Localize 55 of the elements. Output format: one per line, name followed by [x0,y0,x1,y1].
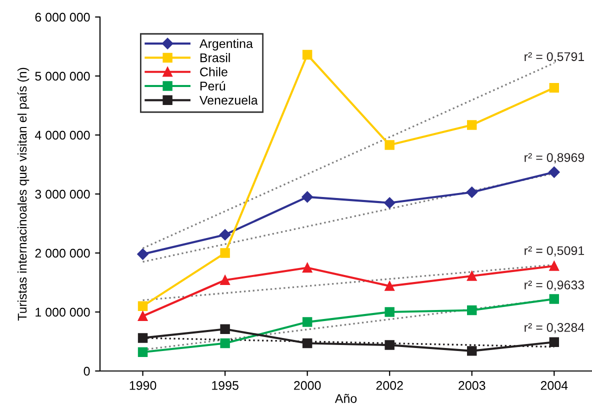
x-tick-label: 1990 [130,381,156,390]
legend-label: Venezuela [199,95,258,105]
y-tick-label: 5 000 000 [35,72,90,81]
point [548,166,560,178]
point [384,197,396,208]
point [384,340,394,350]
point [384,140,394,150]
point [549,261,560,271]
y-tick-label: 3 000 000 [35,190,90,199]
y-tick-label: 1 000 000 [36,308,90,317]
x-tick-label: 2000 [294,381,321,390]
point [302,317,312,327]
legend-label: Perú [200,81,226,91]
x-tick-label: 2002 [376,381,403,390]
point [549,82,560,93]
point [302,191,313,203]
point [384,307,394,317]
point [302,50,312,60]
point [138,347,148,357]
annotation: r² = 0,3284 [524,323,584,334]
legend-label: Brasil [200,53,230,62]
y-axis-title: Turistas internacinoales que visitan el país (n) [17,68,30,321]
point [220,248,230,258]
point [220,338,230,348]
annotation: r² = 0,9633 [524,280,584,291]
annotation: r² = 0,5791 [524,52,584,63]
legend-label: Chile [200,67,228,76]
point [220,275,230,285]
x-tick-label: 2004 [540,381,568,390]
annotation: r² = 0,5091 [524,246,584,257]
point [137,248,148,260]
point [219,229,231,240]
point [302,338,312,348]
annotation: r² = 0,8969 [524,153,584,164]
y-tick-label: 2 000 000 [35,248,90,258]
x-tick-label: 2003 [458,381,486,390]
y-tick-label: 6 000 000 [35,12,90,22]
point [302,262,312,273]
x-tick-label: 1995 [212,381,238,390]
y-tick-label: 4 000 000 [34,130,90,140]
y-tick-label: 0 [84,366,90,376]
legend-label: Argentina [199,38,253,51]
point [467,271,477,281]
point [549,337,560,347]
point [466,186,478,198]
point [467,346,477,356]
point [138,333,148,343]
point [384,281,394,291]
point [138,311,148,321]
x-axis-title: Año [334,394,357,403]
point [467,120,477,130]
point [220,324,230,334]
point [549,294,560,304]
point [467,305,477,316]
point [138,301,148,311]
